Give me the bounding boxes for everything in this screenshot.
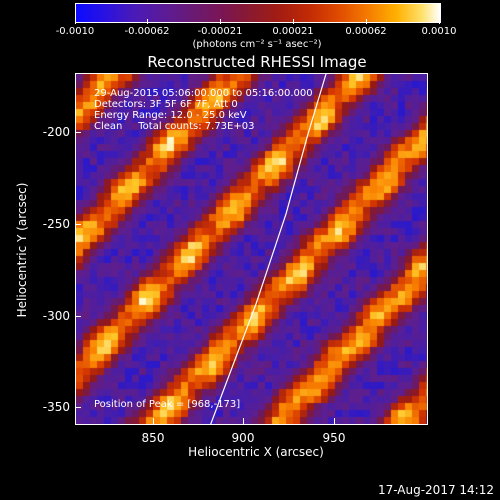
- colorbar-label: -0.00021: [197, 26, 243, 37]
- colorbar-label: 0.0010: [421, 26, 457, 37]
- y-tick-label: -200: [42, 125, 70, 139]
- colorbar-label: 0.00021: [272, 26, 314, 37]
- colorbar-tick: [75, 19, 76, 24]
- x-axis-tick: [243, 418, 244, 424]
- colorbar-units: (photons cm⁻² s⁻¹ asec⁻²): [192, 39, 322, 50]
- colorbar: [75, 3, 441, 23]
- image-plot-area: 29-Aug-2015 05:06:00.000 to 05:16:00.000…: [75, 73, 428, 425]
- colorbar-tick: [293, 19, 294, 24]
- x-tick-label: 950: [322, 431, 346, 445]
- colorbar-label: -0.0010: [55, 26, 95, 37]
- x-axis-title: Heliocentric X (arcsec): [188, 445, 324, 459]
- plot-title: Reconstructed RHESSI Image: [147, 53, 367, 71]
- y-axis-tick: [75, 224, 81, 225]
- colorbar-tick: [147, 19, 148, 24]
- colorbar-tick: [439, 19, 440, 24]
- x-tick-label: 900: [231, 431, 255, 445]
- solar-limb-line: [210, 74, 327, 424]
- info-line-time: 29-Aug-2015 05:06:00.000 to 05:16:00.000: [94, 88, 313, 99]
- y-axis-title: Heliocentric Y (arcsec): [15, 182, 29, 318]
- y-tick-label: -350: [42, 400, 70, 414]
- colorbar-tick: [366, 19, 367, 24]
- solar-limb-overlay: [210, 74, 327, 424]
- peak-position-text: Position of Peak = [968,-173]: [94, 399, 241, 410]
- y-tick-label: -250: [42, 217, 70, 231]
- info-line-detectors: Detectors: 3F 5F 6F 7F, Att 0: [94, 99, 238, 110]
- x-axis-tick: [334, 418, 335, 424]
- y-axis-tick: [75, 316, 81, 317]
- info-line-clean: Clean Total counts: 7.73E+03: [94, 121, 255, 132]
- heatmap-image: [76, 74, 427, 424]
- y-axis-tick: [75, 407, 81, 408]
- y-axis-tick: [75, 132, 81, 133]
- y-tick-label: -300: [42, 309, 70, 323]
- colorbar-label: -0.00062: [124, 26, 170, 37]
- colorbar-tick: [220, 19, 221, 24]
- x-tick-label: 850: [141, 431, 165, 445]
- plot-timestamp: 17-Aug-2017 14:12: [377, 483, 494, 497]
- info-line-energy: Energy Range: 12.0 - 25.0 keV: [94, 110, 247, 121]
- x-axis-tick: [153, 418, 154, 424]
- colorbar-label: 0.00062: [345, 26, 387, 37]
